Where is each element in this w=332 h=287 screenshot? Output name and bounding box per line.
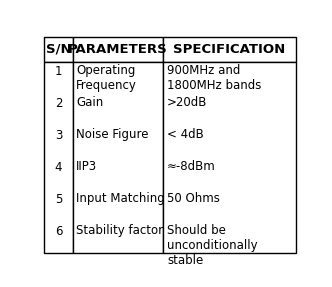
Text: 6: 6 (55, 225, 62, 238)
Bar (73, 37, 163, 61)
Text: >20dB: >20dB (167, 96, 208, 109)
Bar (163, 37, 296, 61)
Text: 4: 4 (55, 161, 62, 174)
Text: 1: 1 (55, 65, 62, 78)
Text: 5: 5 (55, 193, 62, 206)
Text: 900MHz and
1800MHz bands: 900MHz and 1800MHz bands (167, 64, 262, 92)
Text: PARAMETERS: PARAMETERS (68, 42, 168, 56)
Text: SPECIFICATION: SPECIFICATION (173, 42, 286, 56)
Bar (44, 37, 73, 61)
Text: 50 Ohms: 50 Ohms (167, 192, 220, 205)
Text: Input Matching: Input Matching (76, 192, 165, 205)
Text: Stability factor: Stability factor (76, 224, 163, 237)
Text: 2: 2 (55, 97, 62, 110)
Text: Gain: Gain (76, 96, 103, 109)
Text: 3: 3 (55, 129, 62, 142)
Bar (73, 61, 163, 253)
Text: Should be
unconditionally
stable: Should be unconditionally stable (167, 224, 258, 267)
Text: < 4dB: < 4dB (167, 128, 204, 141)
Text: IIP3: IIP3 (76, 160, 97, 173)
Bar (44, 61, 73, 253)
Text: Noise Figure: Noise Figure (76, 128, 149, 141)
Bar (163, 61, 296, 253)
Text: ≈-8dBm: ≈-8dBm (167, 160, 216, 173)
Text: Operating
Frequency: Operating Frequency (76, 64, 137, 92)
Text: S/N: S/N (46, 42, 71, 56)
